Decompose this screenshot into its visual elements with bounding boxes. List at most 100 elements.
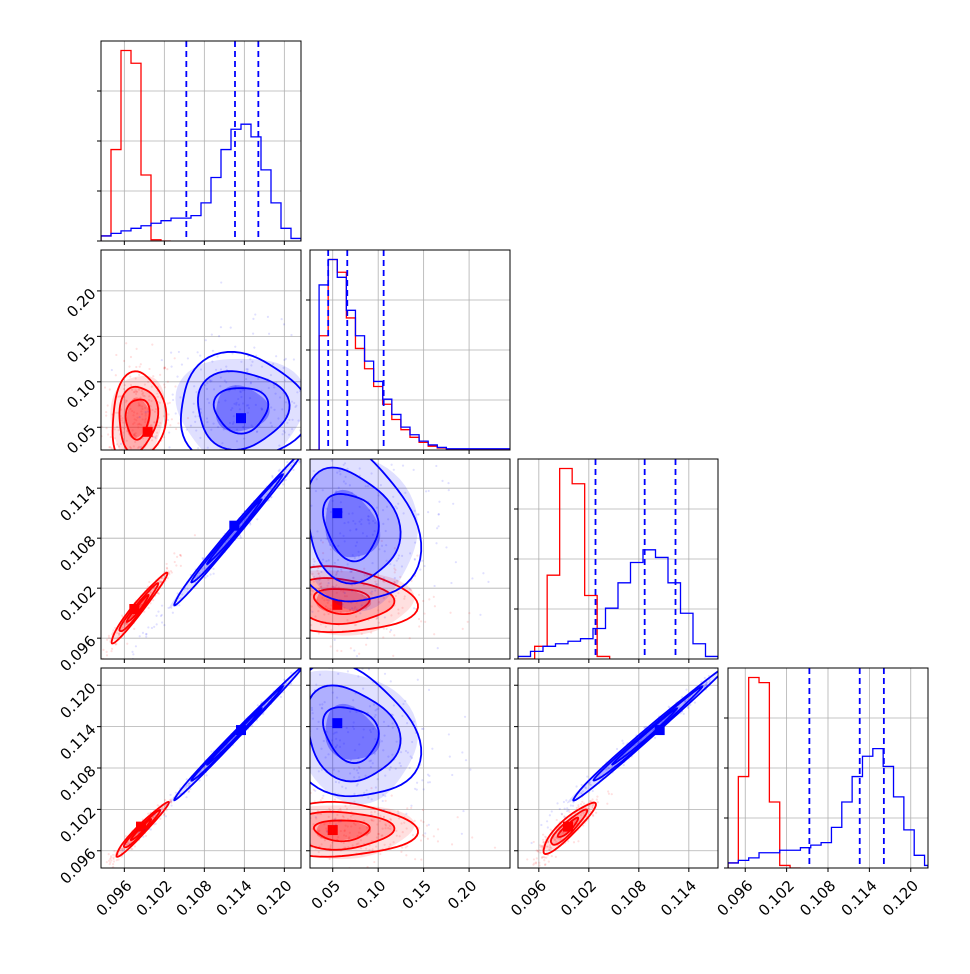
- x-tick-label: 0.120: [253, 877, 296, 920]
- sample-point: [353, 607, 356, 610]
- sample-point: [538, 864, 541, 867]
- sample-point: [329, 641, 331, 643]
- sample-point: [129, 355, 133, 359]
- sample-point: [332, 768, 336, 771]
- sample-point: [241, 499, 243, 501]
- sample-point: [365, 834, 369, 837]
- sample-point: [538, 849, 542, 852]
- sample-point: [689, 703, 692, 706]
- sample-point: [345, 726, 348, 730]
- contour-line: [190, 684, 285, 782]
- sample-point: [139, 363, 142, 366]
- sample-point: [323, 436, 325, 438]
- sample-point: [408, 766, 411, 770]
- sample-point: [392, 654, 395, 657]
- sample-point: [170, 365, 173, 368]
- sample-point: [120, 408, 123, 411]
- sample-point: [284, 478, 287, 481]
- sample-point: [374, 713, 377, 717]
- sample-point: [208, 401, 211, 404]
- sample-point: [121, 847, 124, 850]
- sample-point: [193, 539, 195, 541]
- sample-point: [379, 852, 382, 856]
- sample-point: [297, 419, 300, 422]
- sample-point: [335, 696, 339, 699]
- sample-point: [130, 388, 134, 391]
- sample-point: [153, 813, 156, 816]
- sample-point: [260, 558, 262, 560]
- sample-point: [396, 810, 400, 813]
- sample-point: [403, 821, 406, 824]
- sample-point: [548, 846, 552, 849]
- sample-point: [245, 377, 248, 381]
- sample-point: [332, 586, 335, 589]
- sample-point: [293, 456, 295, 458]
- sample-point: [295, 595, 297, 597]
- sample-point: [243, 437, 246, 440]
- sample-point: [376, 614, 379, 618]
- sample-point: [572, 841, 576, 844]
- sample-point: [320, 747, 323, 750]
- sample-point: [437, 525, 440, 528]
- sample-point: [210, 333, 213, 336]
- contour-line: [115, 800, 170, 858]
- sample-point: [115, 353, 118, 357]
- sample-point: [176, 375, 179, 378]
- sample-point: [349, 529, 352, 532]
- density-peak: [563, 821, 573, 832]
- sample-point: [324, 756, 327, 759]
- sample-point: [334, 490, 337, 494]
- sample-point: [318, 575, 321, 578]
- sample-point: [259, 475, 261, 477]
- sample-point: [204, 576, 207, 579]
- contour-line: [173, 668, 301, 802]
- x-tick-label: 0.096: [507, 877, 550, 920]
- sample-point: [168, 431, 171, 434]
- sample-point: [350, 825, 353, 828]
- sample-point: [134, 456, 136, 458]
- sample-point: [375, 836, 378, 839]
- sample-point: [212, 567, 215, 570]
- sample-point: [567, 840, 570, 843]
- sample-point: [592, 814, 595, 818]
- sample-point: [134, 432, 137, 435]
- y-tick-label: 0.114: [56, 482, 99, 525]
- sample-point: [175, 459, 177, 461]
- sample-point: [358, 520, 361, 523]
- sample-point: [82, 878, 84, 880]
- sample-point: [361, 594, 364, 597]
- sample-point: [317, 609, 320, 613]
- sample-point: [105, 427, 108, 430]
- sample-point: [563, 816, 566, 819]
- sample-point: [393, 547, 396, 550]
- sample-point: [134, 440, 137, 444]
- sample-point: [157, 579, 161, 582]
- sample-point: [352, 699, 355, 702]
- sample-point: [171, 393, 174, 396]
- sample-point: [139, 450, 141, 452]
- sample-point: [106, 404, 109, 407]
- sample-point: [296, 617, 298, 619]
- sample-point: [427, 823, 430, 826]
- sample-point: [323, 599, 326, 602]
- sample-point: [312, 580, 315, 583]
- sample-point: [329, 808, 332, 812]
- sample-point: [382, 815, 385, 819]
- sample-point: [372, 727, 375, 730]
- sample-point: [156, 804, 159, 807]
- sample-point: [224, 399, 227, 402]
- sample-point: [120, 855, 123, 858]
- sample-point: [389, 629, 393, 632]
- sample-point: [138, 604, 142, 608]
- sample-point: [359, 612, 362, 615]
- density-fill: [209, 707, 263, 764]
- sample-point: [585, 815, 588, 818]
- sample-point: [130, 453, 132, 455]
- sample-point: [311, 656, 313, 658]
- sample-point: [217, 334, 221, 338]
- sample-point: [120, 847, 123, 850]
- sample-point: [163, 366, 166, 369]
- sample-point: [150, 424, 153, 427]
- sample-point: [337, 672, 340, 675]
